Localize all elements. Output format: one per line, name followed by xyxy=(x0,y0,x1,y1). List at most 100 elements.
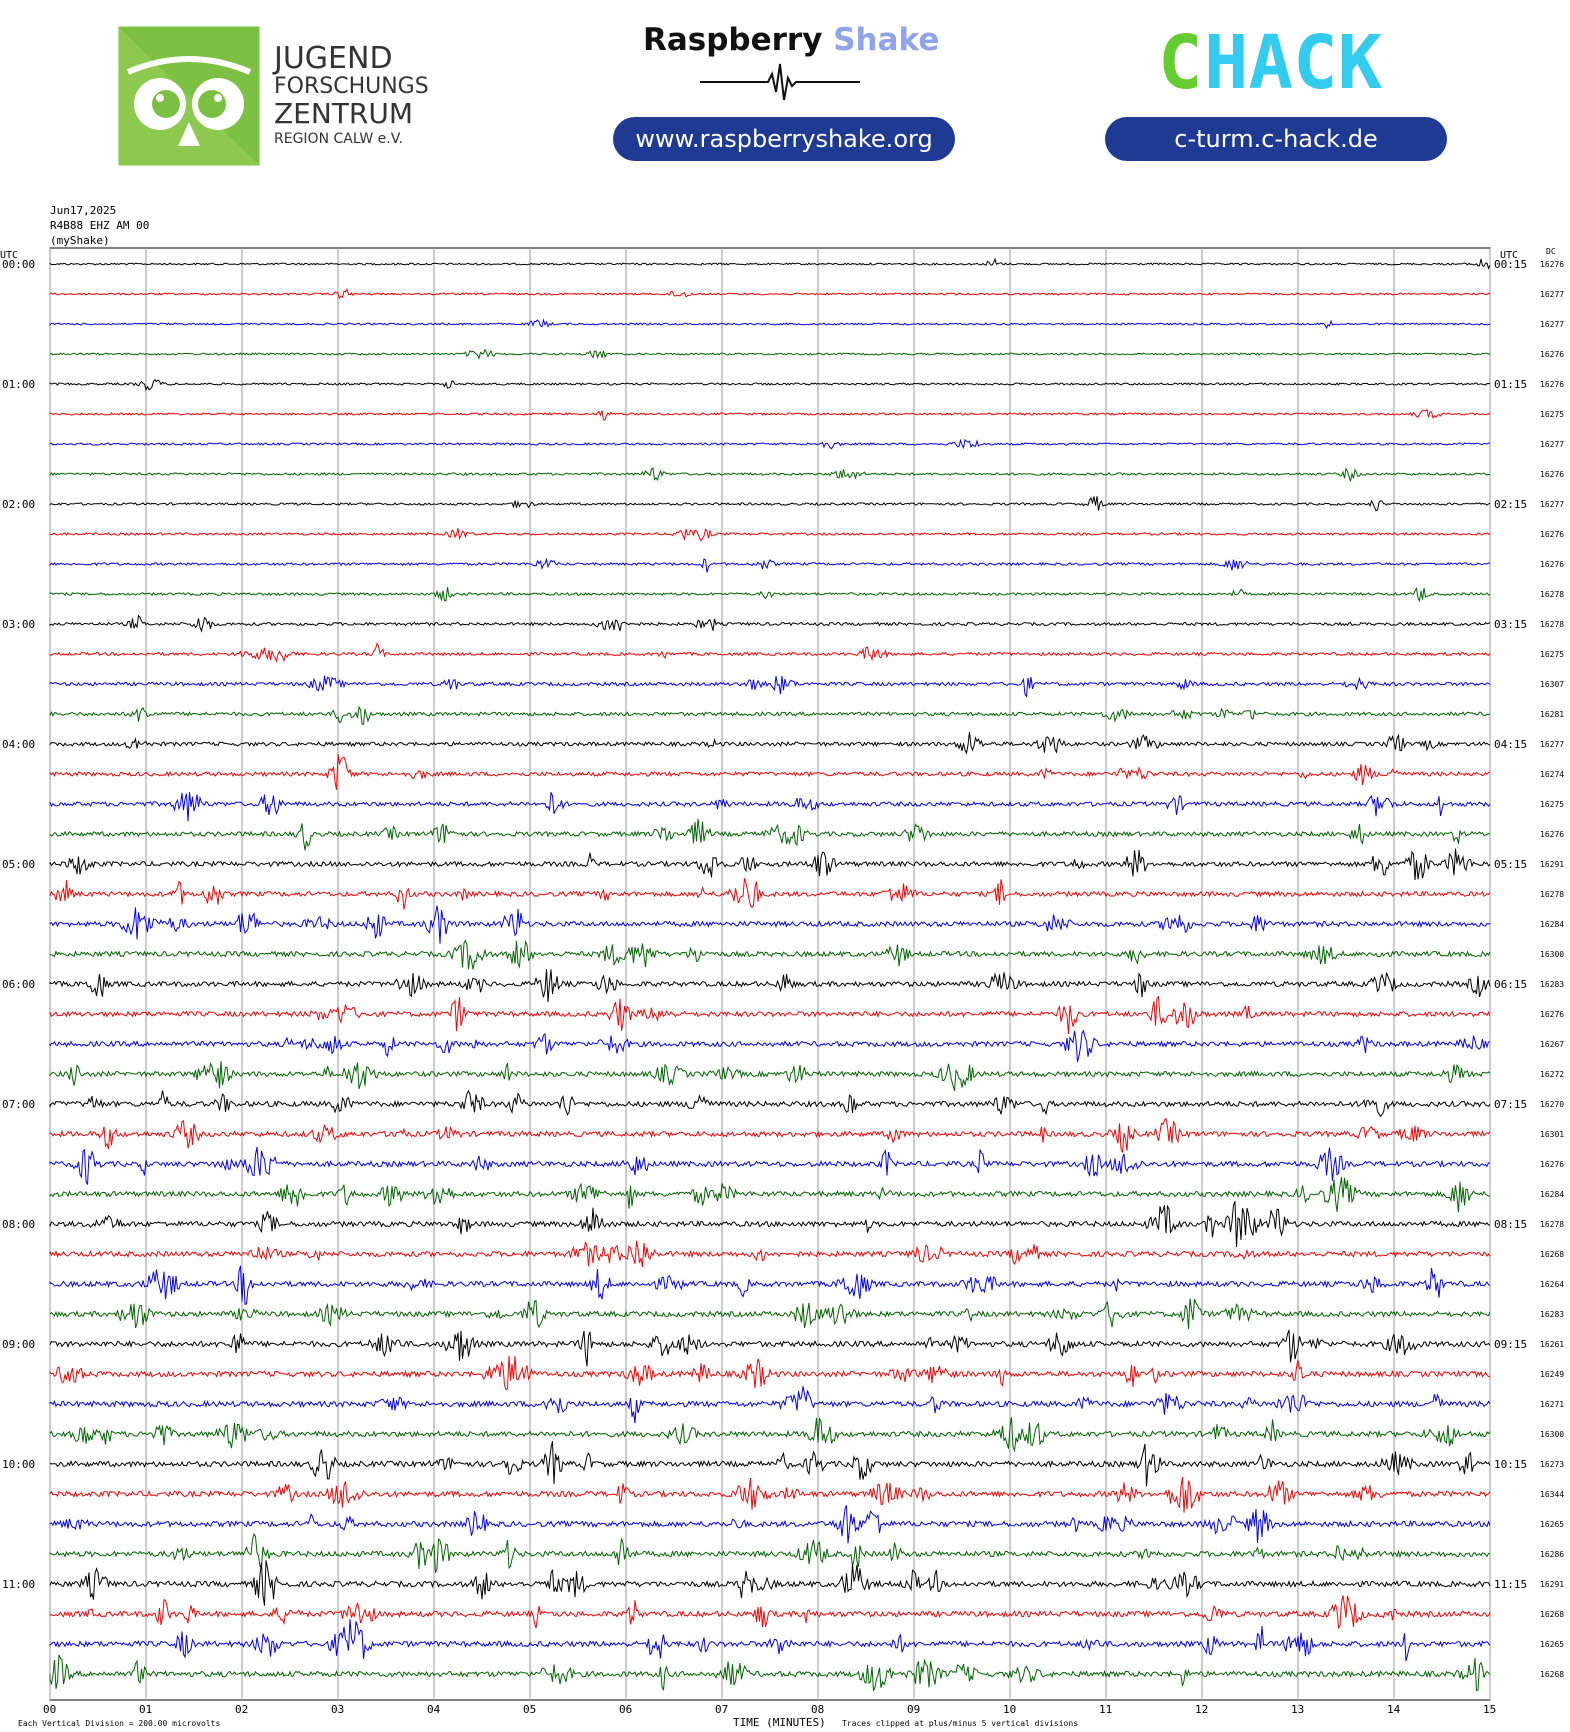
rs-url-pill: www.raspberryshake.org xyxy=(613,117,955,161)
x-tick-label: 06 xyxy=(619,1703,632,1716)
trace-row xyxy=(49,1177,1491,1213)
dc-offset-label: 16277 xyxy=(1540,320,1564,329)
trace-row xyxy=(49,848,1491,880)
trace-row xyxy=(49,705,1491,725)
dc-offset-label: 16276 xyxy=(1540,1010,1564,1019)
x-tick-label: 09 xyxy=(907,1703,920,1716)
trace-row xyxy=(49,1477,1491,1513)
trace-row xyxy=(49,968,1491,1003)
dc-offset-label: 16291 xyxy=(1540,1580,1564,1589)
dc-offset-label: 16270 xyxy=(1540,1100,1564,1109)
dc-offset-label: 16281 xyxy=(1540,710,1564,719)
left-hour-label: 06:00 xyxy=(2,978,35,991)
trace-row xyxy=(49,1560,1491,1606)
chack-hack: HACK xyxy=(1204,32,1383,94)
dc-offset-label: 16276 xyxy=(1540,470,1564,479)
dc-offset-label: 16275 xyxy=(1540,410,1564,419)
chack-url-pill: c-turm.c-hack.de xyxy=(1105,117,1447,161)
right-hour-label: 09:15 xyxy=(1494,1338,1527,1351)
dc-offset-label: 16291 xyxy=(1540,860,1564,869)
left-hour-label: 01:00 xyxy=(2,378,35,391)
trace-row xyxy=(49,257,1491,270)
dc-offset-label: 16307 xyxy=(1540,680,1564,689)
dc-offset-label: 16283 xyxy=(1540,1310,1564,1319)
trace-row xyxy=(49,1298,1491,1330)
trace-row xyxy=(49,1355,1490,1391)
plot-network: (myShake) xyxy=(50,234,110,247)
right-hour-label: 11:15 xyxy=(1494,1578,1527,1591)
jfz-line1: JUGEND xyxy=(274,41,393,76)
trace-row xyxy=(49,731,1491,755)
dc-offset-label: 16277 xyxy=(1540,440,1564,449)
x-tick-label: 15 xyxy=(1483,1703,1496,1716)
plot-station: R4B88 EHZ AM 00 xyxy=(50,219,149,232)
dc-offset-label: 16277 xyxy=(1540,500,1564,509)
footer-right: Traces clipped at plus/minus 5 vertical … xyxy=(842,1719,1078,1728)
trace-row xyxy=(49,614,1491,633)
x-tick-label: 02 xyxy=(235,1703,248,1716)
rs-word1: Raspberry xyxy=(643,22,823,58)
trace-row xyxy=(49,792,1491,822)
x-tick-label: 00 xyxy=(43,1703,56,1716)
dc-offset-label: 16275 xyxy=(1540,800,1564,809)
left-hour-label: 11:00 xyxy=(2,1578,35,1591)
x-tick-label: 12 xyxy=(1195,1703,1208,1716)
rs-word2: Shake xyxy=(833,22,940,58)
right-hour-label: 10:15 xyxy=(1494,1458,1527,1471)
trace-row xyxy=(49,753,1491,790)
dc-offset-label: 16276 xyxy=(1540,260,1564,269)
left-hour-label: 07:00 xyxy=(2,1098,35,1111)
trace-row xyxy=(49,1386,1491,1424)
trace-row xyxy=(49,1618,1491,1662)
x-axis-label: TIME (MINUTES) xyxy=(733,1716,826,1729)
trace-row xyxy=(49,1147,1490,1185)
dc-offset-label: 16274 xyxy=(1540,770,1564,779)
right-hour-label: 05:15 xyxy=(1494,858,1527,871)
right-hour-label: 03:15 xyxy=(1494,618,1527,631)
right-hour-label: 06:15 xyxy=(1494,978,1527,991)
trace-row xyxy=(49,675,1491,698)
right-hour-label: 02:15 xyxy=(1494,498,1527,511)
right-hour-label: 07:15 xyxy=(1494,1098,1527,1111)
left-hour-label: 10:00 xyxy=(2,1458,35,1471)
trace-row xyxy=(49,878,1491,910)
x-tick-label: 10 xyxy=(1003,1703,1016,1716)
trace-row xyxy=(49,995,1491,1035)
left-hour-label: 03:00 xyxy=(2,618,35,631)
x-tick-label: 08 xyxy=(811,1703,824,1716)
chack-logo: C HACK xyxy=(1158,32,1383,94)
rs-logo: Raspberry Shake xyxy=(643,22,939,58)
x-tick-label: 03 xyxy=(331,1703,344,1716)
dc-offset-label: 16278 xyxy=(1540,590,1564,599)
dc-offset-label: 16275 xyxy=(1540,650,1564,659)
dc-offset-label: 16283 xyxy=(1540,980,1564,989)
dc-offset-label: 16268 xyxy=(1540,1250,1564,1259)
x-tick-label: 14 xyxy=(1387,1703,1401,1716)
trace-row xyxy=(49,467,1491,482)
header: JUGEND FORSCHUNGS ZENTRUM REGION CALW e.… xyxy=(0,0,1570,180)
dc-offset-label: 16249 xyxy=(1540,1370,1564,1379)
right-hour-label: 08:15 xyxy=(1494,1218,1527,1231)
dc-offset-label: 16272 xyxy=(1540,1070,1564,1079)
trace-row xyxy=(49,587,1491,603)
left-hour-label: 08:00 xyxy=(2,1218,35,1231)
dc-offset-label: 16265 xyxy=(1540,1640,1564,1649)
right-hour-label: 04:15 xyxy=(1494,738,1527,751)
seismo-wave-icon xyxy=(700,63,860,101)
dc-offset-label: 16268 xyxy=(1540,1670,1564,1679)
trace-row xyxy=(49,1532,1491,1574)
dc-offset-label: 16278 xyxy=(1540,1220,1564,1229)
trace-row xyxy=(49,1595,1491,1630)
trace-row xyxy=(49,379,1491,392)
dc-label: DC xyxy=(1546,247,1556,256)
dc-offset-label: 16276 xyxy=(1540,350,1564,359)
left-hour-label: 05:00 xyxy=(2,858,35,871)
trace-row xyxy=(49,642,1491,663)
trace-row xyxy=(49,438,1491,450)
right-hour-label: 01:15 xyxy=(1494,378,1527,391)
left-hour-label: 04:00 xyxy=(2,738,35,751)
trace-row xyxy=(49,1654,1491,1692)
jfz-owl-logo xyxy=(118,26,260,166)
trace-row xyxy=(49,1416,1491,1453)
